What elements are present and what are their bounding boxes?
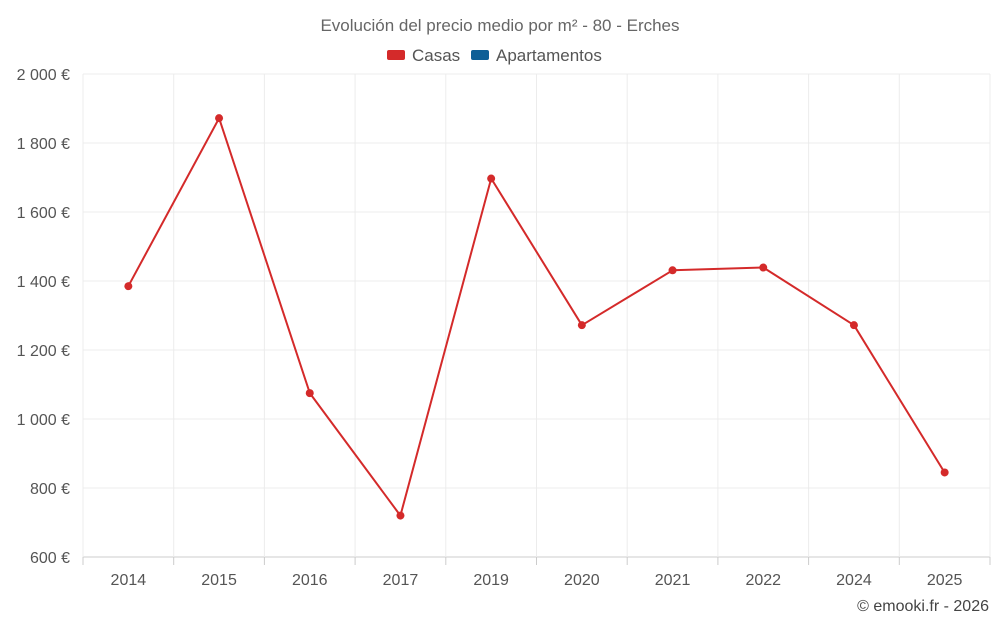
y-tick-label: 600 € <box>30 550 70 567</box>
x-tick-label: 2015 <box>201 572 237 589</box>
y-tick-label: 800 € <box>30 481 70 498</box>
legend: Casas Apartamentos <box>387 46 602 65</box>
data-point-casas[interactable] <box>668 266 677 275</box>
data-point-casas[interactable] <box>396 511 405 520</box>
x-tick-label: 2019 <box>473 572 509 589</box>
x-tick-label: 2024 <box>836 572 872 589</box>
legend-label-apartamentos[interactable]: Apartamentos <box>496 46 602 65</box>
data-point-casas[interactable] <box>215 114 224 123</box>
y-tick-label: 1 400 € <box>17 274 70 291</box>
data-point-casas[interactable] <box>124 282 133 291</box>
x-tick-label: 2014 <box>111 572 147 589</box>
y-tick-label: 1 200 € <box>17 343 70 360</box>
data-point-casas[interactable] <box>305 389 314 398</box>
data-point-casas[interactable] <box>487 174 496 183</box>
legend-swatch-apartamentos[interactable] <box>471 50 489 60</box>
x-tick-label: 2017 <box>383 572 419 589</box>
y-tick-label: 1 000 € <box>17 412 70 429</box>
data-point-casas[interactable] <box>577 321 586 330</box>
y-tick-label: 2 000 € <box>17 67 70 84</box>
data-point-casas[interactable] <box>849 321 858 330</box>
data-point-casas[interactable] <box>940 468 949 477</box>
legend-swatch-casas[interactable] <box>387 50 405 60</box>
chart-title: Evolución del precio medio por m² - 80 -… <box>320 16 679 35</box>
series-casas <box>124 114 949 520</box>
y-tick-label: 1 600 € <box>17 205 70 222</box>
grid <box>82 73 991 558</box>
series-line-casas <box>127 117 946 517</box>
legend-label-casas[interactable]: Casas <box>412 46 460 65</box>
x-tick-label: 2020 <box>564 572 600 589</box>
y-axis: 600 € 800 € 1 000 € 1 200 € 1 400 € 1 600 € 1 … <box>17 67 70 567</box>
x-axis: 2014 2015 2016 2017 2019 2020 2021 2022 2024 2025 <box>82 557 991 589</box>
x-tick-label: 2025 <box>927 572 963 589</box>
data-point-casas[interactable] <box>759 263 768 272</box>
y-tick-label: 1 800 € <box>17 136 70 153</box>
x-tick-label: 2016 <box>292 572 328 589</box>
x-tick-label: 2022 <box>745 572 781 589</box>
x-tick-label: 2021 <box>655 572 691 589</box>
credit-text: © emooki.fr - 2026 <box>857 598 989 615</box>
